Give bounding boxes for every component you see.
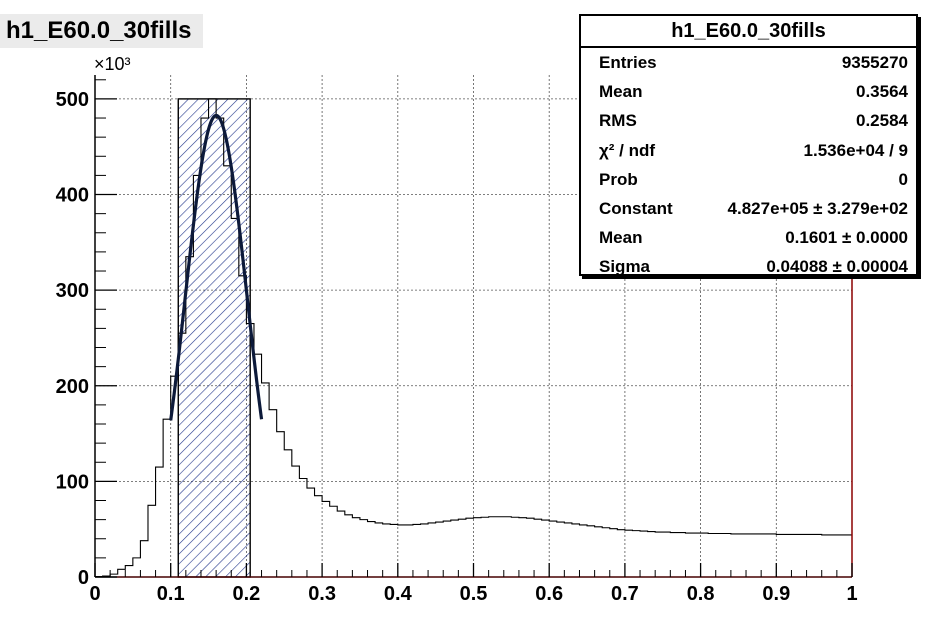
x-tick-label: 0.7 bbox=[611, 583, 639, 605]
stats-value: 1.536e+04 / 9 bbox=[803, 140, 908, 160]
y-axis-ticks: 0 100 200 300 400 500 bbox=[56, 79, 117, 589]
x-tick-label: 1 bbox=[846, 583, 857, 605]
x-tick-label: 0 bbox=[89, 583, 100, 605]
stats-label: Entries bbox=[599, 53, 657, 72]
stats-value: 0 bbox=[898, 169, 908, 189]
stats-row-entries: Entries 9355270 bbox=[581, 48, 916, 77]
stats-row-constant: Constant 4.827e+05 ± 3.279e+02 bbox=[581, 194, 916, 223]
stats-value: 0.3564 bbox=[856, 82, 908, 102]
x-tick-label: 0.3 bbox=[308, 583, 336, 605]
y-tick-label: 500 bbox=[56, 89, 89, 111]
gauss-fit-curve bbox=[169, 113, 264, 421]
stats-row-chi2: χ² / ndf 1.536e+04 / 9 bbox=[581, 136, 916, 165]
x-tick-label: 0.6 bbox=[535, 583, 563, 605]
x-tick-label: 0.8 bbox=[687, 583, 715, 605]
x-tick-label: 0.5 bbox=[460, 583, 488, 605]
stats-row-fit-mean: Mean 0.1601 ± 0.0000 bbox=[581, 223, 916, 252]
y-exponent-label: ×10³ bbox=[94, 54, 131, 74]
stats-row-prob: Prob 0 bbox=[581, 165, 916, 194]
x-axis-ticks: 0 0.1 0.2 0.3 0.4 0.5 0.6 0.7 0.8 0.9 1 bbox=[89, 563, 858, 605]
stats-value: 9355270 bbox=[841, 53, 908, 72]
stats-row-sigma: Sigma 0.04088 ± 0.00004 bbox=[581, 252, 916, 281]
stats-value: 0.2584 bbox=[856, 111, 908, 131]
y-tick-label: 300 bbox=[56, 280, 89, 302]
stats-value: 0.04088 ± 0.00004 bbox=[766, 257, 908, 277]
x-tick-label: 0.4 bbox=[384, 583, 413, 605]
stats-label: Constant bbox=[599, 198, 673, 218]
stats-box-title: h1_E60.0_30fills bbox=[581, 16, 916, 48]
stats-value: 0.1601 ± 0.0000 bbox=[785, 228, 908, 248]
stats-row-rms: RMS 0.2584 bbox=[581, 106, 916, 135]
y-tick-label: 400 bbox=[56, 185, 89, 207]
histogram-line bbox=[94, 98, 852, 578]
hatched-region bbox=[177, 98, 251, 578]
stats-label: Mean bbox=[599, 228, 643, 248]
stats-label: χ² / ndf bbox=[599, 140, 656, 160]
histogram-title: h1_E60.0_30fills bbox=[0, 14, 204, 48]
x-tick-label: 0.9 bbox=[762, 583, 790, 605]
stats-label: Sigma bbox=[599, 257, 651, 277]
y-tick-label: 200 bbox=[56, 376, 89, 398]
x-tick-label: 0.2 bbox=[232, 583, 260, 605]
highlight-band bbox=[177, 98, 251, 578]
stats-row-mean: Mean 0.3564 bbox=[581, 77, 916, 106]
y-tick-label: 0 bbox=[78, 567, 89, 589]
stats-label: Mean bbox=[599, 82, 643, 102]
stats-label: RMS bbox=[599, 111, 637, 131]
y-tick-label: 100 bbox=[56, 471, 89, 493]
stats-label: Prob bbox=[599, 169, 638, 189]
x-tick-label: 0.1 bbox=[157, 583, 185, 605]
stats-value: 4.827e+05 ± 3.279e+02 bbox=[727, 198, 908, 218]
stats-box: h1_E60.0_30fills Entries 9355270 Mean 0.35… bbox=[579, 14, 918, 276]
